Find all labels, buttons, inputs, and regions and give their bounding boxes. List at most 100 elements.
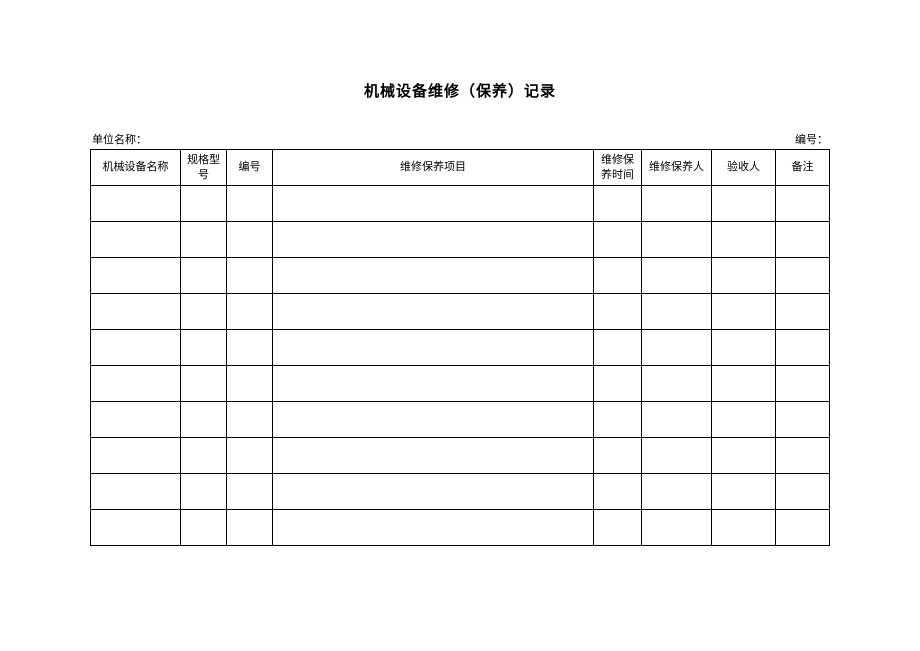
table-cell bbox=[181, 510, 227, 546]
table-cell bbox=[594, 330, 642, 366]
table-cell bbox=[273, 330, 594, 366]
table-cell bbox=[91, 366, 181, 402]
table-cell bbox=[227, 258, 273, 294]
table-cell bbox=[642, 330, 712, 366]
table-cell bbox=[776, 186, 830, 222]
table-cell bbox=[273, 474, 594, 510]
table-cell bbox=[712, 186, 776, 222]
table-cell bbox=[91, 330, 181, 366]
table-cell bbox=[181, 474, 227, 510]
table-cell bbox=[594, 438, 642, 474]
col-header-spec: 规格型号 bbox=[181, 150, 227, 186]
serial-number-label: 编号： bbox=[795, 131, 828, 147]
table-cell bbox=[91, 438, 181, 474]
table-cell bbox=[642, 510, 712, 546]
table-cell bbox=[91, 186, 181, 222]
table-cell bbox=[594, 222, 642, 258]
table-cell bbox=[642, 402, 712, 438]
table-cell bbox=[776, 510, 830, 546]
table-cell bbox=[642, 294, 712, 330]
table-cell bbox=[776, 330, 830, 366]
table-row bbox=[91, 438, 830, 474]
table-cell bbox=[91, 402, 181, 438]
table-cell bbox=[594, 510, 642, 546]
table-cell bbox=[712, 258, 776, 294]
table-cell bbox=[273, 258, 594, 294]
col-header-item: 维修保养项目 bbox=[273, 150, 594, 186]
table-cell bbox=[776, 222, 830, 258]
table-cell bbox=[227, 438, 273, 474]
maintenance-table: 机械设备名称 规格型号 编号 维修保养项目 维修保养时间 维修保养人 验收人 备… bbox=[90, 149, 830, 546]
table-cell bbox=[594, 294, 642, 330]
table-cell bbox=[776, 474, 830, 510]
col-header-person: 维修保养人 bbox=[642, 150, 712, 186]
table-cell bbox=[273, 402, 594, 438]
table-cell bbox=[91, 258, 181, 294]
col-header-name: 机械设备名称 bbox=[91, 150, 181, 186]
table-cell bbox=[712, 330, 776, 366]
table-cell bbox=[273, 510, 594, 546]
table-cell bbox=[776, 402, 830, 438]
table-cell bbox=[712, 438, 776, 474]
table-cell bbox=[181, 258, 227, 294]
table-cell bbox=[181, 294, 227, 330]
table-cell bbox=[712, 222, 776, 258]
table-cell bbox=[594, 402, 642, 438]
table-cell bbox=[227, 510, 273, 546]
table-header-row: 机械设备名称 规格型号 编号 维修保养项目 维修保养时间 维修保养人 验收人 备… bbox=[91, 150, 830, 186]
table-cell bbox=[227, 186, 273, 222]
table-cell bbox=[594, 474, 642, 510]
unit-name-label: 单位名称： bbox=[92, 131, 147, 147]
table-cell bbox=[642, 366, 712, 402]
table-row bbox=[91, 474, 830, 510]
table-cell bbox=[227, 294, 273, 330]
table-cell bbox=[594, 186, 642, 222]
table-cell bbox=[227, 330, 273, 366]
table-cell bbox=[594, 258, 642, 294]
table-cell bbox=[181, 222, 227, 258]
table-cell bbox=[227, 474, 273, 510]
table-cell bbox=[642, 474, 712, 510]
table-cell bbox=[181, 402, 227, 438]
table-cell bbox=[91, 222, 181, 258]
table-cell bbox=[181, 438, 227, 474]
table-cell bbox=[712, 510, 776, 546]
table-cell bbox=[712, 402, 776, 438]
table-body bbox=[91, 186, 830, 546]
table-cell bbox=[642, 438, 712, 474]
page-title: 机械设备维修（保养）记录 bbox=[90, 80, 830, 101]
table-cell bbox=[712, 294, 776, 330]
table-row bbox=[91, 330, 830, 366]
table-cell bbox=[181, 366, 227, 402]
table-row bbox=[91, 258, 830, 294]
table-cell bbox=[642, 258, 712, 294]
table-cell bbox=[273, 222, 594, 258]
table-cell bbox=[91, 474, 181, 510]
table-cell bbox=[181, 330, 227, 366]
table-cell bbox=[712, 474, 776, 510]
col-header-number: 编号 bbox=[227, 150, 273, 186]
table-row bbox=[91, 222, 830, 258]
col-header-time: 维修保养时间 bbox=[594, 150, 642, 186]
table-cell bbox=[227, 402, 273, 438]
table-row bbox=[91, 402, 830, 438]
table-cell bbox=[776, 258, 830, 294]
table-cell bbox=[776, 294, 830, 330]
table-cell bbox=[776, 438, 830, 474]
table-cell bbox=[181, 186, 227, 222]
table-cell bbox=[776, 366, 830, 402]
table-cell bbox=[642, 222, 712, 258]
table-row bbox=[91, 366, 830, 402]
table-cell bbox=[594, 366, 642, 402]
table-row bbox=[91, 294, 830, 330]
table-cell bbox=[273, 366, 594, 402]
table-cell bbox=[642, 186, 712, 222]
table-row bbox=[91, 186, 830, 222]
table-row bbox=[91, 510, 830, 546]
col-header-inspector: 验收人 bbox=[712, 150, 776, 186]
table-cell bbox=[227, 366, 273, 402]
table-cell bbox=[91, 510, 181, 546]
table-cell bbox=[273, 438, 594, 474]
table-cell bbox=[273, 186, 594, 222]
col-header-remark: 备注 bbox=[776, 150, 830, 186]
